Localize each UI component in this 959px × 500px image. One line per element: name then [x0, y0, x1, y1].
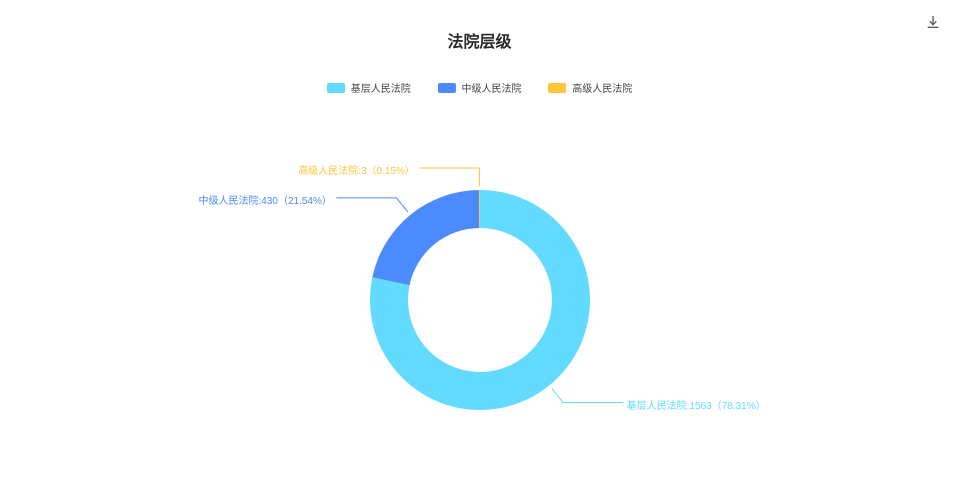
slice-label-2: 基层人民法院:1563（78.31%）: [627, 397, 766, 412]
legend-item-0[interactable]: 基层人民法院: [327, 80, 411, 95]
donut-svg: [130, 120, 830, 480]
legend-swatch-1: [438, 83, 456, 93]
legend-swatch-0: [327, 83, 345, 93]
slice-中级人民法院[interactable]: [372, 190, 479, 285]
legend-item-1[interactable]: 中级人民法院: [438, 80, 522, 95]
leader-line: [551, 389, 622, 403]
legend-swatch-2: [548, 83, 566, 93]
legend-item-2[interactable]: 高级人民法院: [548, 80, 632, 95]
legend: 基层人民法院 中级人民法院 高级人民法院: [0, 80, 959, 96]
leader-line: [419, 168, 479, 186]
slice-label-0: 中级人民法院:430（21.54%）: [198, 192, 331, 207]
legend-label-2: 高级人民法院: [572, 80, 632, 95]
slice-label-1: 高级人民法院:3（0.15%）: [298, 162, 415, 177]
leader-line: [336, 198, 407, 212]
legend-label-0: 基层人民法院: [351, 80, 411, 95]
donut-chart: 中级人民法院:430（21.54%） 高级人民法院:3（0.15%） 基层人民法…: [0, 120, 959, 480]
legend-label-1: 中级人民法院: [462, 80, 522, 95]
chart-title: 法院层级: [0, 28, 959, 52]
